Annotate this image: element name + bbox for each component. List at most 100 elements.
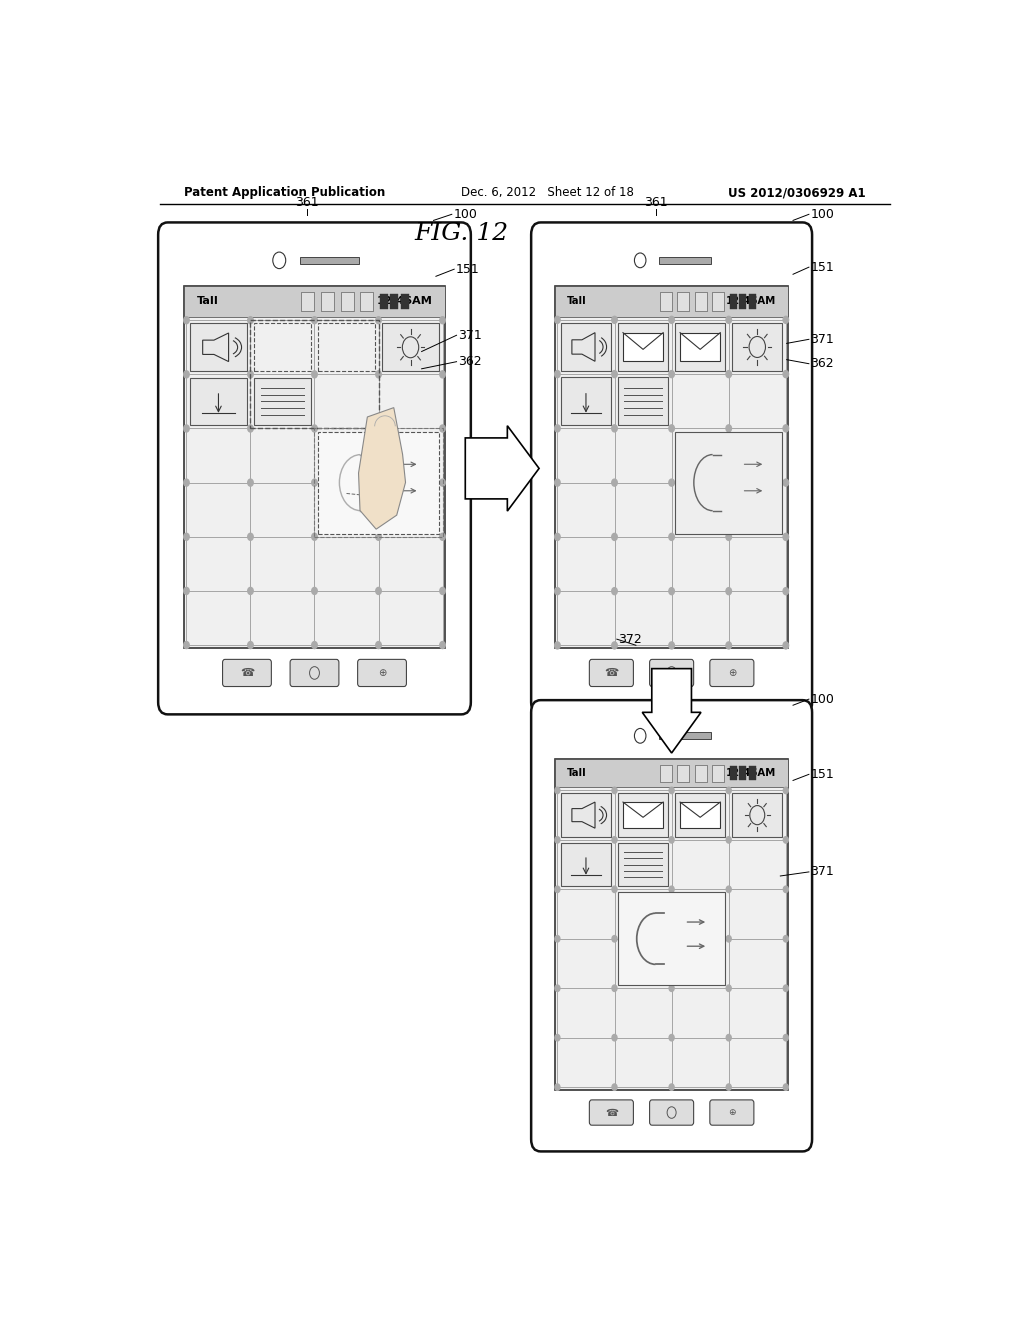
Bar <box>561 793 611 837</box>
Bar <box>254 323 310 371</box>
Bar <box>675 323 725 371</box>
Circle shape <box>248 642 253 648</box>
Circle shape <box>376 371 381 378</box>
Bar <box>184 286 445 648</box>
Circle shape <box>611 479 617 486</box>
FancyBboxPatch shape <box>531 223 812 714</box>
Circle shape <box>311 317 317 323</box>
Circle shape <box>726 1084 731 1090</box>
Circle shape <box>669 479 675 486</box>
Bar <box>617 892 725 985</box>
Bar <box>314 429 442 537</box>
FancyBboxPatch shape <box>222 660 271 686</box>
Bar <box>390 294 398 309</box>
Text: Tall: Tall <box>566 297 587 306</box>
Bar <box>749 767 756 780</box>
Bar <box>739 294 746 309</box>
Circle shape <box>669 317 675 323</box>
Text: 371: 371 <box>811 866 835 878</box>
Circle shape <box>555 425 560 432</box>
Text: Tall: Tall <box>197 297 219 306</box>
Circle shape <box>439 533 445 540</box>
Bar <box>732 793 782 837</box>
Polygon shape <box>358 408 406 529</box>
Circle shape <box>726 787 731 793</box>
Text: ☎: ☎ <box>605 1107 617 1118</box>
Bar <box>322 292 334 310</box>
Circle shape <box>555 1084 560 1090</box>
Circle shape <box>783 985 788 991</box>
Text: 362: 362 <box>811 358 835 370</box>
Bar <box>659 764 672 781</box>
Circle shape <box>726 317 731 323</box>
Bar <box>300 256 358 264</box>
Circle shape <box>555 642 560 649</box>
Bar <box>190 323 247 371</box>
Circle shape <box>183 479 189 486</box>
Circle shape <box>669 936 674 942</box>
Circle shape <box>555 317 560 323</box>
Text: Dec. 6, 2012   Sheet 12 of 18: Dec. 6, 2012 Sheet 12 of 18 <box>461 186 634 199</box>
Bar <box>561 378 611 425</box>
Bar <box>555 759 788 788</box>
Circle shape <box>555 587 560 595</box>
Bar <box>680 333 720 362</box>
Circle shape <box>669 787 674 793</box>
Circle shape <box>726 371 731 378</box>
Circle shape <box>376 317 381 323</box>
Circle shape <box>376 533 381 540</box>
Circle shape <box>783 1084 788 1090</box>
Bar <box>190 378 247 425</box>
Circle shape <box>783 642 788 649</box>
Circle shape <box>311 533 317 540</box>
Bar <box>617 323 669 371</box>
Bar <box>318 432 438 533</box>
Circle shape <box>611 425 617 432</box>
Circle shape <box>248 425 253 432</box>
Bar <box>675 793 725 837</box>
Circle shape <box>669 587 675 595</box>
Circle shape <box>783 587 788 595</box>
Circle shape <box>183 587 189 594</box>
Circle shape <box>726 936 731 942</box>
Circle shape <box>376 642 381 648</box>
Circle shape <box>783 837 788 843</box>
Circle shape <box>669 837 674 843</box>
Circle shape <box>612 787 617 793</box>
Circle shape <box>376 479 381 486</box>
FancyBboxPatch shape <box>357 660 407 686</box>
Text: ⊕: ⊕ <box>728 1107 735 1117</box>
Circle shape <box>439 479 445 486</box>
Circle shape <box>783 1035 788 1041</box>
Circle shape <box>555 479 560 486</box>
Circle shape <box>726 642 731 649</box>
Circle shape <box>669 533 675 540</box>
Circle shape <box>669 1035 674 1041</box>
Circle shape <box>726 985 731 991</box>
Text: 362: 362 <box>458 355 481 368</box>
Circle shape <box>248 317 253 323</box>
Circle shape <box>612 886 617 892</box>
Text: 12:46AM: 12:46AM <box>376 297 432 306</box>
Circle shape <box>183 317 189 323</box>
Circle shape <box>783 425 788 432</box>
FancyBboxPatch shape <box>710 1100 754 1125</box>
Circle shape <box>783 886 788 892</box>
Circle shape <box>439 642 445 648</box>
FancyBboxPatch shape <box>590 1100 634 1125</box>
Text: Tall: Tall <box>566 768 587 779</box>
Bar <box>730 767 737 780</box>
Circle shape <box>311 425 317 432</box>
Circle shape <box>669 371 675 378</box>
Text: 100: 100 <box>811 693 835 706</box>
Circle shape <box>555 371 560 378</box>
Text: 372: 372 <box>618 632 642 645</box>
Circle shape <box>439 587 445 594</box>
Bar <box>658 256 711 264</box>
Circle shape <box>612 985 617 991</box>
Text: ☎: ☎ <box>240 668 254 678</box>
Circle shape <box>311 479 317 486</box>
Circle shape <box>183 642 189 648</box>
Bar <box>695 764 707 781</box>
Text: 151: 151 <box>811 260 835 273</box>
